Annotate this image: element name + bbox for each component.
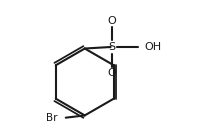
Text: OH: OH [144, 42, 161, 52]
Text: O: O [108, 16, 117, 26]
Text: O: O [108, 68, 117, 78]
Text: S: S [109, 42, 116, 52]
Text: Br: Br [46, 113, 57, 123]
